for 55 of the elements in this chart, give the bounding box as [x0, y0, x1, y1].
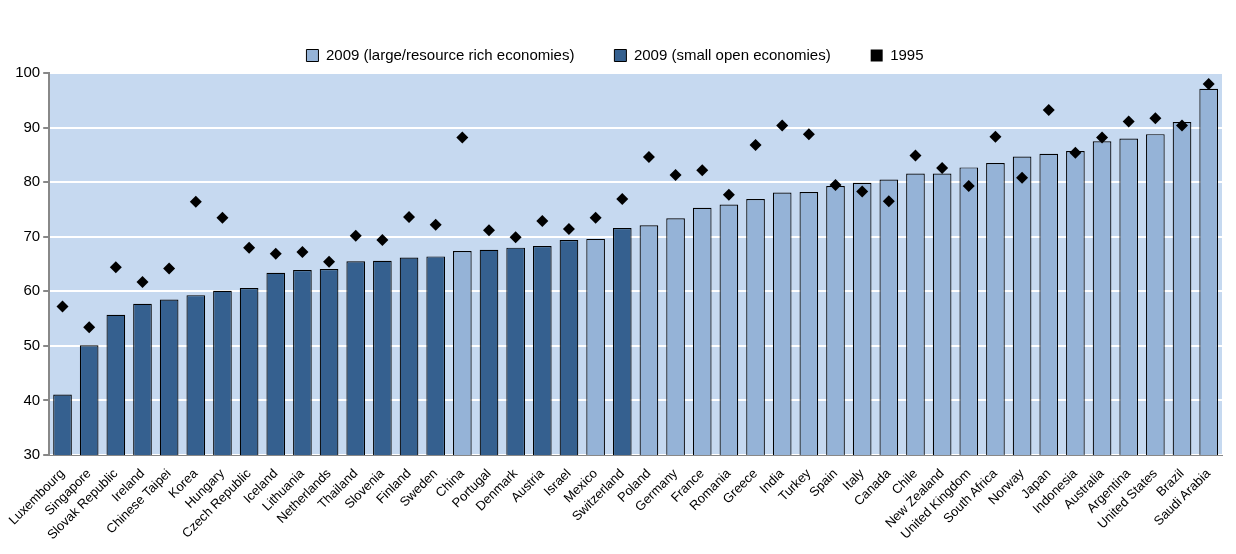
point [749, 139, 762, 152]
point [56, 300, 69, 313]
point [269, 247, 282, 260]
point [776, 119, 789, 132]
point [509, 231, 522, 244]
point [829, 178, 842, 191]
y-tick-label: 70 [23, 226, 41, 244]
point [456, 131, 469, 144]
point [696, 164, 709, 177]
y-tick-label: 90 [23, 117, 41, 135]
point [1042, 104, 1055, 117]
point [296, 246, 309, 259]
point [243, 241, 256, 254]
legend-label: 2009 (small open economies) [633, 45, 831, 63]
point [1122, 115, 1135, 128]
point [536, 214, 549, 227]
point [349, 229, 362, 242]
point [1096, 131, 1109, 144]
point [376, 234, 389, 247]
point [989, 130, 1002, 143]
point [189, 195, 202, 208]
point [909, 149, 922, 162]
y-tick-label: 50 [23, 336, 41, 354]
point [83, 321, 96, 334]
point [216, 211, 229, 224]
legend-label: 1995 [890, 45, 924, 63]
point [642, 151, 655, 164]
point [802, 128, 815, 141]
point [562, 223, 575, 236]
point [136, 276, 149, 289]
legend-label: 2009 (large/resource rich economies) [325, 45, 575, 63]
y-tick-label: 30 [23, 445, 41, 463]
point [669, 169, 682, 182]
point [1149, 112, 1162, 125]
point [589, 211, 602, 224]
point [856, 185, 869, 198]
point [323, 255, 336, 268]
point [429, 218, 442, 231]
point [163, 262, 176, 275]
point [616, 193, 629, 206]
point [483, 224, 495, 237]
y-tick-label: 80 [23, 172, 41, 190]
point [403, 211, 416, 224]
point [1069, 146, 1082, 159]
point [1176, 119, 1189, 132]
point [722, 188, 735, 201]
point [1016, 171, 1029, 184]
y-tick-label: 40 [23, 390, 41, 408]
point [1202, 77, 1215, 90]
point [882, 195, 895, 208]
y-tick-label: 60 [23, 281, 41, 299]
point [109, 261, 122, 274]
y-tick-label: 100 [15, 63, 41, 81]
point [962, 179, 975, 192]
point [936, 161, 949, 174]
